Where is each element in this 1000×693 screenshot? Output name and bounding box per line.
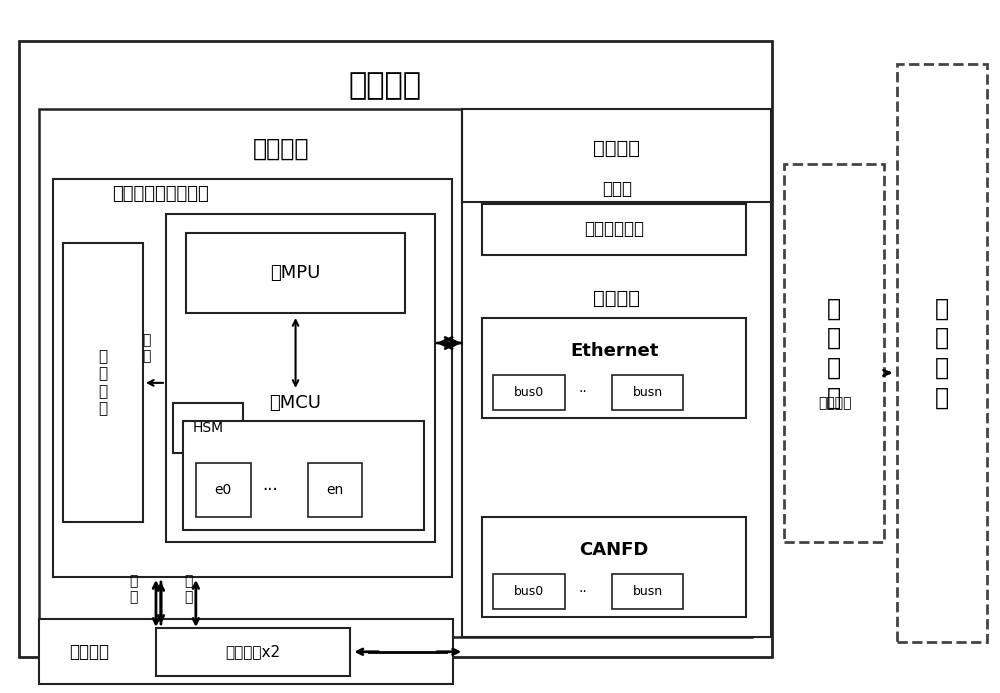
Text: 即
插
即
用: 即 插 即 用 [827,297,841,410]
Text: 多MCU: 多MCU [270,394,322,412]
Text: ··: ·· [578,385,587,399]
Text: 备
份: 备 份 [129,574,137,604]
FancyBboxPatch shape [612,375,683,410]
Text: bus0: bus0 [514,585,544,598]
Text: 监
控: 监 控 [142,333,150,363]
Text: en: en [326,483,344,497]
Text: ···: ··· [262,481,278,499]
Text: 冗余结构: 冗余结构 [252,137,309,161]
Text: 多MPU: 多MPU [270,264,321,282]
FancyBboxPatch shape [63,243,143,523]
FancyBboxPatch shape [183,421,424,530]
Text: ··: ·· [578,584,587,599]
FancyBboxPatch shape [53,179,452,577]
FancyBboxPatch shape [897,64,987,642]
Text: 控制器及处理器冗余: 控制器及处理器冗余 [113,184,209,202]
FancyBboxPatch shape [784,164,884,542]
FancyBboxPatch shape [186,234,405,313]
FancyBboxPatch shape [173,403,243,453]
Text: 存储单元x2: 存储单元x2 [226,644,281,659]
Text: 回
退: 回 退 [185,574,193,604]
FancyBboxPatch shape [19,41,772,657]
Text: 辅
助
芯
片: 辅 助 芯 片 [99,349,108,416]
Text: 余度管理模块: 余度管理模块 [584,220,644,238]
Text: 安全接入: 安全接入 [818,396,852,410]
FancyBboxPatch shape [156,628,350,676]
FancyBboxPatch shape [166,213,435,542]
FancyBboxPatch shape [39,619,453,683]
Text: 数据冗余: 数据冗余 [69,643,109,660]
Text: e0: e0 [215,483,232,497]
Text: busn: busn [633,585,663,598]
FancyBboxPatch shape [39,109,752,637]
FancyBboxPatch shape [482,204,746,255]
Text: Ethernet: Ethernet [570,342,658,360]
FancyBboxPatch shape [612,574,683,609]
FancyBboxPatch shape [482,517,746,617]
Text: CANFD: CANFD [579,541,649,559]
Text: busn: busn [633,386,663,398]
Text: 电源冗余: 电源冗余 [593,139,640,158]
FancyBboxPatch shape [308,462,362,517]
Text: HSM: HSM [192,421,223,435]
FancyBboxPatch shape [196,462,251,517]
Text: bus0: bus0 [514,386,544,398]
FancyBboxPatch shape [493,574,565,609]
Text: 通信冗余: 通信冗余 [593,289,640,308]
Text: 整
车
系
统: 整 车 系 统 [935,297,949,410]
FancyBboxPatch shape [493,375,565,410]
FancyBboxPatch shape [462,109,771,637]
Text: 双电源: 双电源 [602,179,632,198]
Text: 域控制器: 域控制器 [349,71,422,100]
FancyBboxPatch shape [482,318,746,418]
